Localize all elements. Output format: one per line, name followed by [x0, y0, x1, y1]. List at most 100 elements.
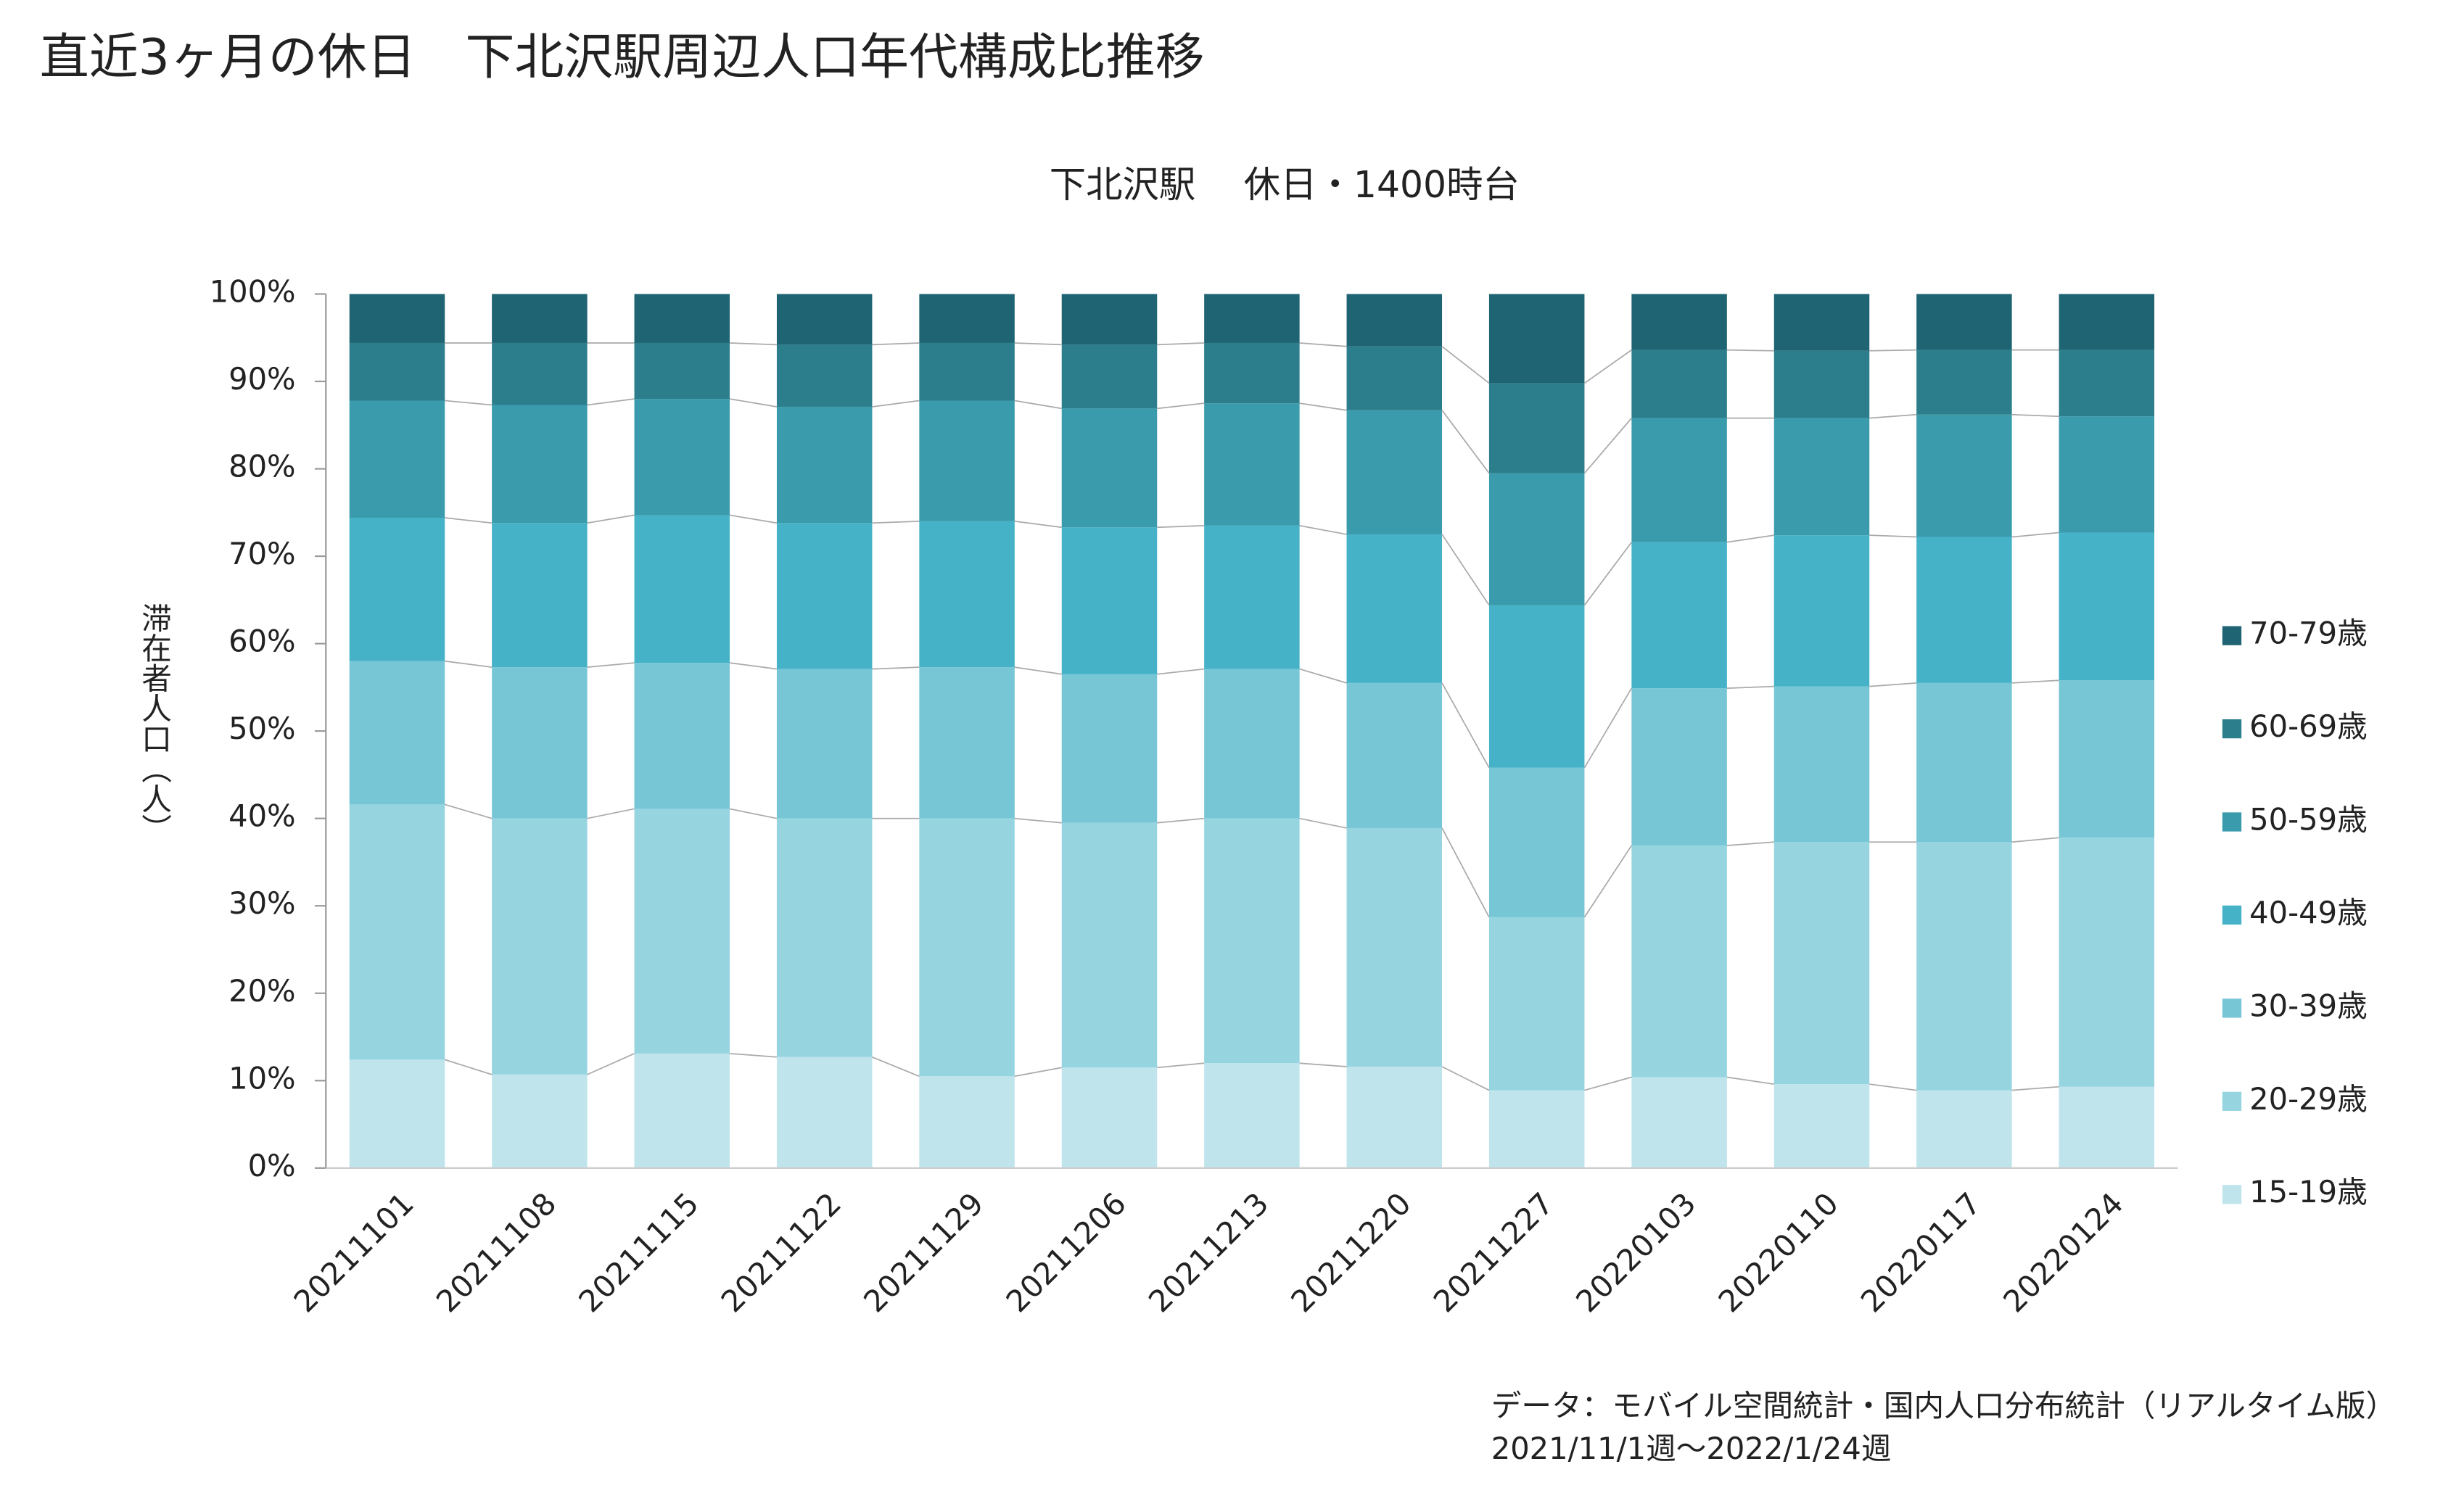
bar-segment	[1346, 294, 1443, 347]
bar-segment	[2059, 680, 2155, 838]
bar-segment	[1204, 342, 1300, 404]
bar-segment	[2059, 838, 2155, 1087]
y-tick-label: 70%	[228, 536, 296, 571]
y-tick-label: 10%	[228, 1060, 296, 1096]
legend-swatch	[2222, 626, 2242, 645]
source-note: 2021/11/1週～2022/1/24週	[1491, 1431, 1892, 1466]
bar-segment	[1204, 669, 1300, 819]
series-connector	[2011, 413, 2059, 418]
series-connector	[1014, 400, 1062, 410]
bar-segment	[1631, 418, 1727, 542]
series-connector	[729, 1053, 778, 1058]
bar-segment	[1061, 294, 1158, 345]
bar-segment	[1631, 542, 1727, 689]
bar-segment	[1346, 827, 1443, 1067]
series-connector	[2011, 837, 2059, 843]
series-connector	[587, 808, 635, 819]
bar-segment	[1631, 1077, 1727, 1168]
series-connector	[729, 662, 778, 670]
bar-segment	[1488, 767, 1585, 917]
series-connector	[1299, 402, 1347, 411]
series-connector	[1157, 525, 1205, 529]
series-connector	[1726, 685, 1774, 689]
bar-segment	[1773, 686, 1870, 843]
bar-segment	[776, 818, 873, 1057]
series-connector	[1014, 666, 1062, 675]
bar-segment	[492, 1074, 588, 1168]
bar-segment	[1061, 408, 1158, 528]
bar-segment	[1346, 410, 1443, 534]
series-connector	[1869, 1083, 1917, 1091]
series-connector	[1441, 534, 1490, 606]
series-connector	[872, 400, 920, 408]
bar-segment	[1346, 1067, 1443, 1168]
series-connector	[872, 520, 920, 524]
y-tick-label: 40%	[228, 798, 296, 834]
legend-swatch	[2222, 719, 2242, 739]
series-connector	[444, 1059, 493, 1075]
bar-segment	[349, 400, 445, 518]
series-connector	[1869, 349, 1917, 352]
bar-segment	[2059, 294, 2155, 350]
bar-segment	[1488, 605, 1585, 768]
series-connector	[872, 666, 920, 670]
series-connector	[1583, 845, 1633, 918]
bar-segment	[349, 294, 445, 343]
chart-subtitle: 下北沢駅 休日・1400時台	[1050, 163, 1520, 206]
bar-segment	[1061, 527, 1158, 674]
series-connector	[587, 398, 635, 406]
bar-segment	[634, 399, 730, 516]
series-connector	[2011, 679, 2059, 684]
chart-title: 直近3ヶ月の休日 下北沢駅周辺人口年代構成比推移	[40, 29, 1205, 86]
bar-segment	[492, 667, 588, 819]
bar-segment	[776, 294, 873, 345]
legend-label: 15-19歳	[2249, 1174, 2368, 1210]
series-connector	[1014, 342, 1062, 346]
y-tick-label: 60%	[228, 624, 296, 659]
bar-segment	[349, 1059, 445, 1168]
bar-segment	[1488, 473, 1585, 605]
bar-segment	[1916, 294, 2012, 350]
bar-segment	[919, 400, 1015, 521]
bar-segment	[1061, 822, 1158, 1068]
bar-segment	[349, 518, 445, 661]
bar-segment	[1346, 346, 1443, 410]
bar-segment	[349, 804, 445, 1060]
bar-segment	[1488, 1090, 1585, 1168]
series-connector	[729, 808, 778, 819]
series-connector	[445, 517, 493, 524]
bar-segment	[349, 342, 445, 401]
legend-label: 60-69歳	[2249, 708, 2368, 744]
series-connector	[1726, 1076, 1774, 1085]
series-connector	[1441, 346, 1490, 384]
series-connector	[1583, 418, 1633, 474]
bar-segment	[1631, 845, 1727, 1078]
series-connector	[1014, 817, 1062, 824]
series-connector	[1583, 542, 1633, 606]
bar-segment	[919, 294, 1015, 343]
series-connector	[1157, 402, 1205, 410]
bar-segment	[919, 521, 1015, 668]
bar-segment	[2059, 350, 2155, 417]
legend-swatch	[2222, 1091, 2242, 1111]
series-connector	[1441, 682, 1490, 769]
legend-label: 40-49歳	[2249, 895, 2368, 930]
bar-segment	[1204, 525, 1300, 669]
series-connector	[729, 398, 778, 408]
y-tick-label: 90%	[228, 361, 296, 397]
legend-swatch	[2222, 998, 2242, 1018]
series-connector	[1157, 342, 1205, 346]
series-connector	[1014, 520, 1062, 529]
bar-segment	[1061, 344, 1158, 409]
source-note: データ：モバイル空間統計・国内人口分布統計（リアルタイム版）	[1491, 1388, 2397, 1423]
series-connector	[587, 1053, 635, 1075]
bar-segment	[1061, 1067, 1158, 1168]
bar-segment	[634, 809, 730, 1054]
series-connector	[444, 803, 493, 819]
bar-segment	[1773, 535, 1870, 687]
y-tick-label: 20%	[228, 973, 296, 1009]
bar-segment	[1204, 1063, 1300, 1168]
bar-segment	[1916, 537, 2012, 683]
bar-segment	[1773, 350, 1870, 418]
bar-segment	[1488, 917, 1585, 1091]
